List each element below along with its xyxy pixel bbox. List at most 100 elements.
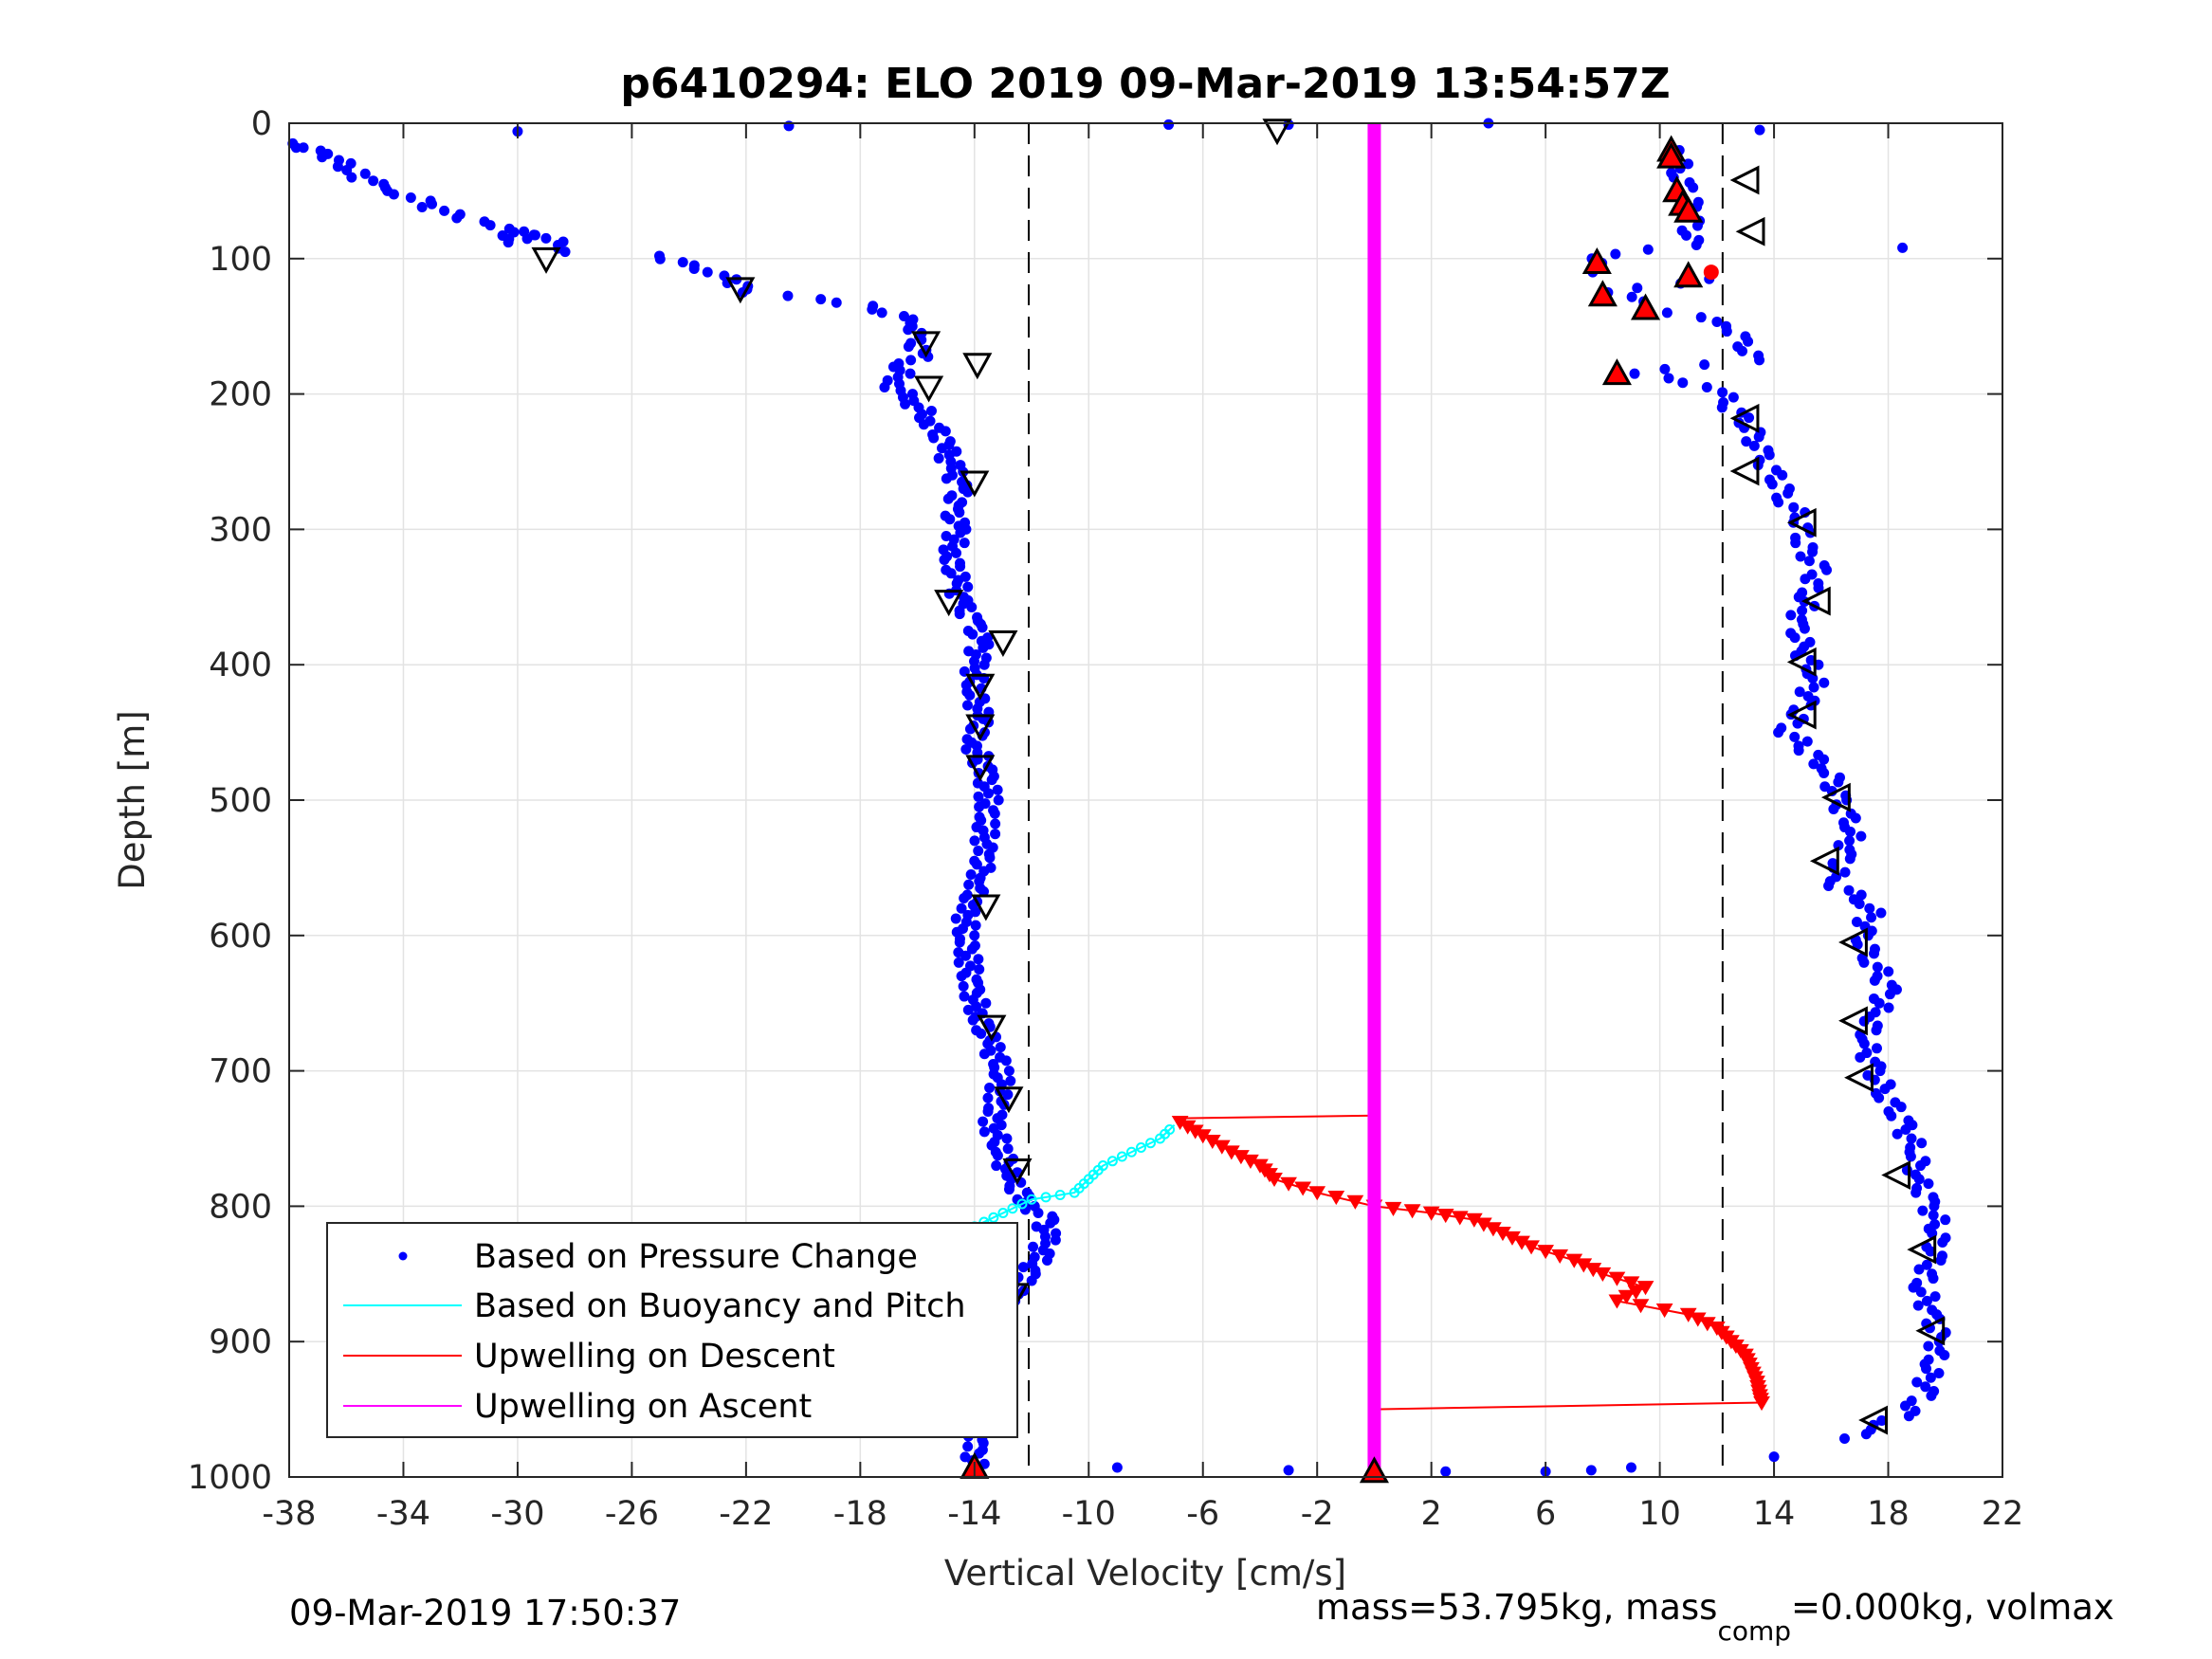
- pressure-change-point: [1748, 440, 1760, 451]
- y-tick-label: 600: [209, 918, 272, 956]
- pressure-change-point: [903, 341, 914, 353]
- pressure-change-point: [959, 538, 970, 549]
- pressure-change-point: [1050, 1234, 1061, 1246]
- pressure-change-point: [1026, 1275, 1037, 1286]
- pressure-change-point: [1872, 961, 1883, 973]
- pressure-change-point: [451, 212, 463, 224]
- buoyancy-pitch-point: [1007, 1203, 1018, 1214]
- upwelling-descent-point: [1384, 1201, 1402, 1216]
- pressure-change-point: [677, 257, 688, 268]
- pressure-change-point: [945, 568, 957, 579]
- pressure-change-point: [980, 997, 992, 1009]
- pressure-change-point: [1753, 431, 1764, 443]
- upwelling-descent-point: [1436, 1209, 1454, 1224]
- x-tick-label: -10: [1062, 1495, 1116, 1533]
- pressure-change-point: [1003, 1184, 1015, 1195]
- pressure-change-point: [964, 689, 976, 701]
- pressure-change-point: [1801, 736, 1813, 747]
- pressure-change-point: [1844, 853, 1856, 865]
- pressure-change-point: [944, 514, 956, 525]
- pressure-change-point: [815, 294, 827, 305]
- mass-subscript: comp: [1717, 1615, 1791, 1647]
- pressure-change-point: [1823, 880, 1835, 891]
- x-tick-label: 6: [1535, 1495, 1556, 1533]
- pressure-change-point: [1819, 754, 1830, 765]
- pressure-change-point: [1041, 1255, 1052, 1267]
- pressure-change-point: [1854, 898, 1865, 909]
- pressure-change-point: [962, 1441, 974, 1452]
- pressure-change-point: [540, 232, 552, 244]
- descent-marker: [914, 375, 944, 403]
- pressure-change-point: [984, 852, 996, 864]
- pressure-change-point: [982, 1092, 994, 1103]
- pressure-change-point: [970, 920, 981, 931]
- pressure-change-point: [969, 835, 980, 847]
- red-triangle-marker: [1587, 280, 1618, 307]
- ascent-marker: [1881, 1160, 1911, 1190]
- ascent-marker: [1838, 927, 1868, 957]
- pressure-change-point: [966, 943, 978, 955]
- pressure-change-point: [955, 527, 966, 538]
- pressure-change-point: [1626, 291, 1637, 302]
- descent-marker: [971, 894, 1001, 921]
- pressure-change-point: [905, 355, 917, 366]
- pressure-change-point: [1754, 124, 1765, 136]
- descent-marker: [988, 630, 1018, 658]
- pressure-change-point: [1915, 1286, 1927, 1298]
- pressure-change-point: [1716, 402, 1728, 413]
- pressure-change-point: [984, 1082, 996, 1093]
- pressure-change-point: [1833, 840, 1844, 851]
- pressure-change-point: [1926, 1390, 1937, 1401]
- pressure-change-point: [1916, 1138, 1928, 1149]
- legend-label: Based on Buoyancy and Pitch: [474, 1287, 966, 1325]
- axis-ticks: -38 -34 -30 -26 -22 -18 -14 -10 -6 -2 2 6 10 14 18 2201…: [188, 105, 2023, 1533]
- pressure-change-point: [1743, 336, 1754, 347]
- reference-lines: [1028, 123, 1724, 1477]
- pressure-change-point: [1773, 497, 1784, 508]
- pressure-change-point: [1913, 1264, 1925, 1275]
- pressure-change-point: [1858, 957, 1870, 968]
- pressure-change-point: [1728, 392, 1739, 403]
- buoyancy-pitch-point: [1054, 1190, 1066, 1200]
- pressure-change-point: [1701, 381, 1712, 392]
- pressure-change-point: [1803, 556, 1815, 567]
- pressure-change-point: [1908, 1282, 1919, 1293]
- pressure-change-point: [1045, 1217, 1056, 1229]
- upwelling-descent-point: [1551, 1249, 1569, 1264]
- pressure-change-point: [1864, 902, 1875, 914]
- x-tick-label: -38: [262, 1495, 316, 1533]
- buoyancy-pitch-point: [1145, 1138, 1157, 1149]
- pressure-change-point: [967, 629, 978, 640]
- pressure-change-point: [1875, 907, 1887, 919]
- ascent-marker: [1786, 700, 1817, 730]
- pressure-change-point: [898, 310, 909, 321]
- pressure-change-point: [1111, 1462, 1123, 1473]
- pressure-change-point: [1843, 884, 1855, 896]
- pressure-change-point: [989, 808, 1000, 819]
- pressure-change-point: [1777, 469, 1788, 481]
- pressure-change-point: [954, 507, 965, 519]
- ascent-marker: [1820, 782, 1851, 812]
- pressure-change-point: [974, 964, 985, 975]
- upwelling-descent-point: [1308, 1186, 1326, 1201]
- pressure-change-point: [950, 913, 961, 924]
- pressure-change-point: [559, 246, 571, 258]
- pressure-change-point: [1642, 244, 1654, 255]
- pressure-change-point: [956, 902, 967, 914]
- pressure-change-point: [1920, 1381, 1931, 1393]
- pressure-change-point: [965, 869, 977, 881]
- y-tick-label: 200: [209, 376, 272, 414]
- x-tick-label: -6: [1186, 1495, 1219, 1533]
- pressure-change-point: [978, 1048, 990, 1060]
- x-tick-label: 22: [1982, 1495, 2024, 1533]
- pressure-change-point: [1855, 1051, 1866, 1063]
- descent-marker: [977, 1014, 1007, 1042]
- pressure-change-point: [1897, 242, 1909, 253]
- pressure-change-point: [1838, 1433, 1850, 1445]
- pressure-change-point: [1721, 326, 1732, 337]
- pressure-change-point: [983, 788, 995, 799]
- pressure-change-point: [1737, 345, 1748, 356]
- pressure-change-point: [503, 237, 514, 248]
- pressure-change-point: [992, 1150, 1003, 1161]
- ascent-marker: [1915, 1316, 1946, 1346]
